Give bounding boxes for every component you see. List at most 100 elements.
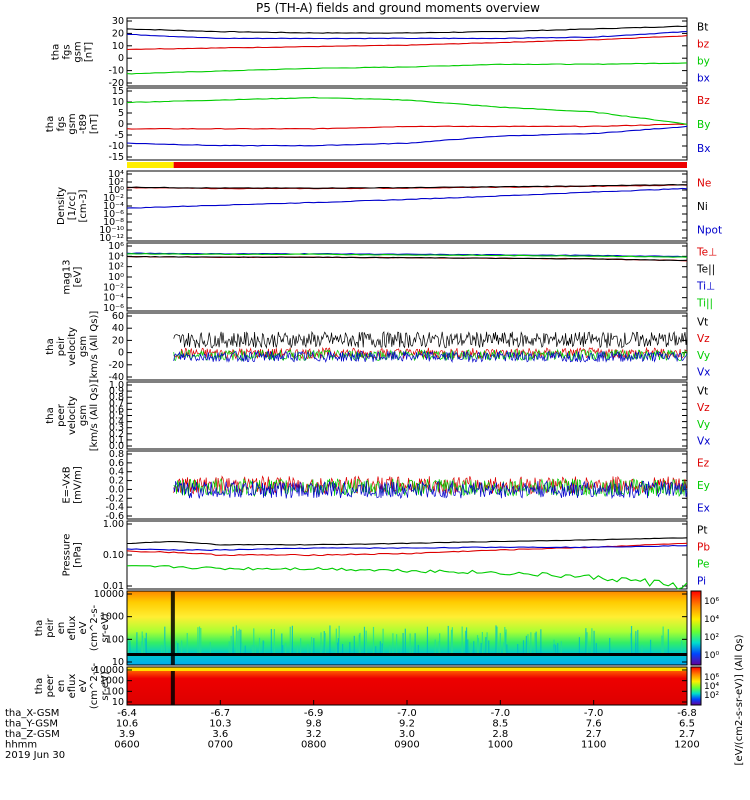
spectrogram-streak — [127, 641, 129, 655]
spectrogram-streak — [535, 631, 537, 655]
spectrogram-streak — [641, 645, 643, 655]
spectrogram-streak — [411, 646, 414, 655]
y-tick-label: -40 — [108, 372, 124, 383]
orbit-row-value: 1200 — [674, 740, 699, 751]
y-tick-label: 0.0 — [109, 484, 124, 495]
legend-entry: Ni — [697, 201, 708, 213]
y-tick-label: 5 — [118, 108, 124, 119]
spectrogram-streak — [540, 629, 542, 655]
spectrogram-streak — [342, 643, 344, 655]
panel-frame — [126, 381, 688, 450]
spectrogram-streak — [300, 638, 302, 655]
y-axis-label-line: eflux — [67, 674, 78, 699]
panel-7: 0.80.60.40.20.0-0.2-0.4-0.6E=-VxB[mV/m]E… — [62, 449, 710, 522]
series-By — [126, 96, 688, 125]
spectrogram-streak — [470, 643, 472, 655]
series-Npot — [126, 187, 688, 209]
spectrogram-streak — [553, 639, 555, 655]
spectrogram-streak — [232, 626, 234, 655]
spectrogram-streak — [661, 635, 663, 655]
legend-entry: Ne — [697, 178, 711, 190]
y-axis-label-line: peer — [45, 674, 56, 698]
spectrogram-streak — [181, 640, 183, 655]
orbit-row-value: 9.8 — [306, 719, 322, 730]
spectrogram-streak — [496, 626, 498, 655]
orbit-row-value: -7.0 — [491, 708, 511, 719]
y-axis-label-line: tha — [51, 44, 62, 60]
y-axis-label-line: tha — [45, 116, 56, 132]
y-tick-label: -0.6 — [105, 511, 124, 522]
y-axis-label-line: Density — [56, 187, 67, 225]
series-Pi — [126, 544, 688, 551]
y-tick-label: 10000 — [94, 589, 124, 600]
spectrogram-streak — [392, 633, 394, 655]
spectrogram-streak — [527, 634, 529, 655]
orbit-row-value: 2.7 — [679, 729, 695, 740]
y-tick-label: 0.9 — [109, 386, 124, 397]
orbit-row-value: -7.0 — [397, 708, 417, 719]
spectrogram-streak — [506, 644, 508, 655]
spectrogram-streak — [296, 645, 298, 655]
spectrogram-streak — [186, 633, 188, 655]
y-axis-label-line: [nPa] — [73, 542, 84, 568]
panel-10: 10000100010010thapeerenefluxeV(cm^2-s-sr… — [34, 662, 688, 709]
y-axis-label-line: fgs — [56, 116, 67, 131]
y-axis-label-line: eV — [78, 679, 89, 692]
spectrogram-streak — [253, 628, 255, 655]
orbit-row-value: 0600 — [114, 740, 139, 751]
spectrogram-streak — [375, 646, 377, 655]
spectrogram-streak — [289, 626, 291, 655]
y-axis-label-line: [nT] — [89, 114, 100, 134]
orbit-row-value: 0900 — [394, 740, 419, 751]
spectrogram-streak — [593, 630, 595, 655]
spectrogram-streak — [263, 641, 265, 655]
colorbar-tick-label: 10⁰ — [704, 651, 719, 661]
y-tick-label: 0 — [118, 348, 124, 359]
orbit-row-label: hhmm — [5, 740, 37, 751]
spectrogram-dark-band — [127, 653, 687, 656]
spectrogram-streak — [307, 644, 309, 655]
spectrogram-streak — [396, 634, 398, 655]
spectrogram-streak — [163, 639, 165, 655]
y-axis-label-line: en — [56, 622, 67, 635]
y-axis-label-line: [nT] — [84, 42, 95, 62]
series-Ex — [173, 480, 688, 500]
y-tick-label: 100 — [106, 686, 124, 697]
legend-entry: Vt — [697, 316, 708, 328]
colorbar-gradient — [690, 666, 702, 706]
y-axis-label: thafgsgsm[nT] — [51, 41, 95, 62]
legend-entry: Ti⊥ — [696, 281, 715, 293]
y-axis-label-line: E=-VxB — [62, 466, 73, 503]
spectrogram-streak — [251, 645, 253, 655]
legend-entry: Te|| — [696, 264, 715, 276]
spectrogram-streak — [166, 646, 168, 655]
y-axis-label: thapeirenefluxeV(cm^2-s-sr-eV) — [34, 604, 111, 651]
series-Pe — [126, 565, 688, 590]
y-tick-label: 0.2 — [109, 429, 124, 440]
spectrogram-streak — [197, 627, 199, 655]
spectrogram-streak — [525, 635, 527, 655]
orbit-row-value: 0800 — [301, 740, 326, 751]
panel-frame — [126, 450, 688, 520]
y-tick-label: 0.1 — [109, 435, 124, 446]
spectrogram-streak — [451, 627, 453, 655]
colorbar-tick-label: 10⁶ — [704, 597, 719, 607]
y-tick-label: 0.2 — [109, 476, 124, 487]
spectrogram-streak — [237, 630, 239, 655]
orbit-row-value: 3.6 — [212, 729, 228, 740]
legend-entry: Vy — [697, 419, 710, 431]
orbit-row-value: 3.9 — [119, 729, 135, 740]
orbit-row-value: -6.9 — [304, 708, 324, 719]
spectrogram-streak — [409, 633, 411, 655]
spectrogram-streak — [438, 641, 440, 655]
y-tick-label: 10⁻² — [103, 282, 124, 293]
spectrogram-streak — [258, 637, 261, 655]
colorbar-tick-label: 10⁴ — [704, 615, 719, 625]
colorbar-tick-label: 10⁶ — [704, 673, 719, 683]
legend-entry: Bz — [697, 95, 710, 107]
orbit-row-value: 10.3 — [209, 719, 231, 730]
spectrogram-streak — [329, 625, 331, 655]
legend-entry: Ti|| — [696, 298, 713, 310]
y-axis-label-line: eV — [78, 621, 89, 634]
